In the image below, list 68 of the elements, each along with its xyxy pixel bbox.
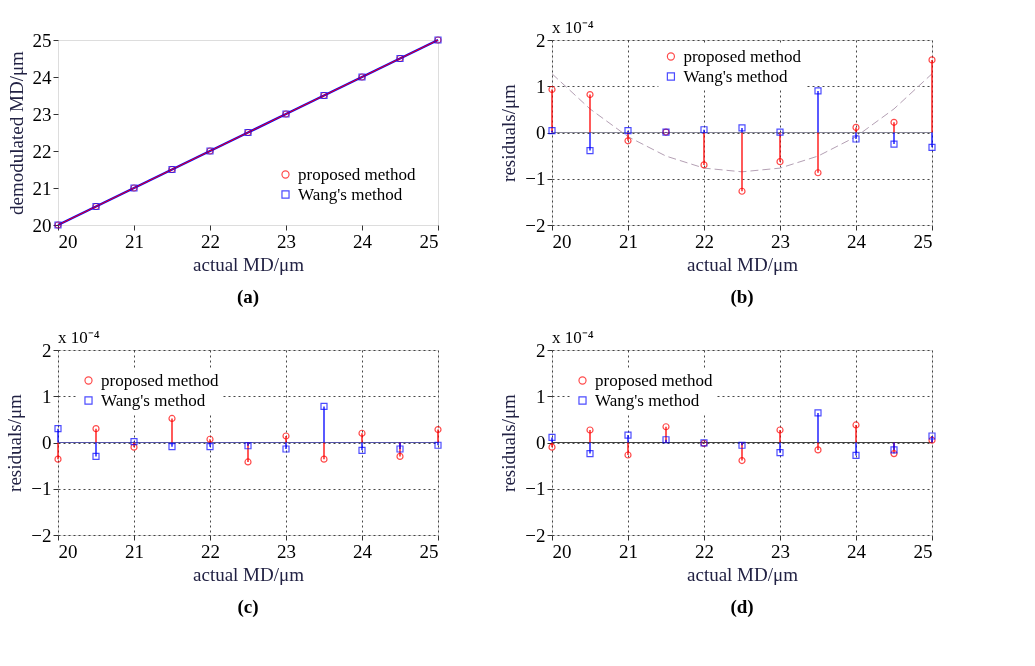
text: (a) bbox=[236, 286, 260, 308]
y-tick-label: 24 bbox=[32, 66, 52, 88]
legend-label: Wang's method bbox=[101, 390, 206, 410]
y-axis-title: residuals/μm bbox=[4, 393, 26, 492]
x-tick-label: 24 bbox=[353, 230, 373, 252]
legend-label: proposed method bbox=[683, 46, 802, 66]
x-tick-label: 23 bbox=[277, 540, 296, 562]
legend-label: proposed method bbox=[101, 370, 220, 390]
y-tick-label: −2 bbox=[31, 524, 52, 546]
x-tick-label: 21 bbox=[125, 540, 144, 562]
legend-label: proposed method bbox=[298, 164, 417, 184]
legend-label: Wang's method bbox=[595, 390, 700, 410]
x-tick-label: 20 bbox=[552, 540, 572, 562]
y-tick-label: 0 bbox=[42, 432, 52, 453]
x-tick-label: 21 bbox=[619, 230, 638, 252]
y-tick-label: 0 bbox=[536, 122, 546, 143]
y-tick-label: 20 bbox=[32, 214, 52, 236]
y-tick-label: 21 bbox=[32, 177, 52, 199]
y-tick-label: 0 bbox=[536, 432, 546, 453]
y-tick-label: −1 bbox=[525, 478, 546, 500]
x-axis-title: actual MD/μm bbox=[193, 253, 305, 275]
y-tick-label: 1 bbox=[536, 75, 546, 97]
x-tick-label: 22 bbox=[201, 540, 220, 562]
y-tick-label: 23 bbox=[32, 103, 52, 125]
x-tick-label: 24 bbox=[847, 540, 867, 562]
x-tick-label: 24 bbox=[847, 230, 867, 252]
y-tick-label: 22 bbox=[32, 140, 52, 162]
x-tick-label: 23 bbox=[771, 540, 790, 562]
y-tick-label: 2 bbox=[536, 29, 546, 51]
text: (d) bbox=[730, 596, 754, 618]
x-axis-title: actual MD/μm bbox=[193, 563, 305, 585]
legend-label: Wang's method bbox=[683, 66, 789, 86]
x-tick-label: 22 bbox=[201, 230, 220, 252]
x-tick-label: 25 bbox=[913, 230, 933, 252]
y-tick-label: 2 bbox=[536, 339, 546, 361]
x-tick-label: 20 bbox=[552, 230, 572, 252]
x-tick-label: 25 bbox=[419, 230, 439, 252]
x-tick-label: 20 bbox=[58, 230, 78, 252]
y-tick-label: 1 bbox=[42, 385, 52, 407]
text: x 10⁻⁴ bbox=[552, 18, 594, 37]
text: x 10⁻⁴ bbox=[58, 328, 100, 347]
x-axis-title: actual MD/μm bbox=[687, 563, 799, 585]
y-tick-label: −2 bbox=[525, 524, 546, 546]
text: (b) bbox=[730, 286, 754, 308]
y-axis-title: residuals/μm bbox=[498, 83, 520, 182]
y-tick-label: 25 bbox=[32, 29, 52, 51]
y-tick-label: 2 bbox=[42, 339, 52, 361]
x-tick-label: 22 bbox=[695, 540, 714, 562]
y-tick-label: −2 bbox=[525, 214, 546, 236]
x-tick-label: 23 bbox=[277, 230, 296, 252]
x-tick-label: 21 bbox=[619, 540, 638, 562]
x-tick-label: 23 bbox=[771, 230, 790, 252]
y-tick-label: −1 bbox=[525, 168, 546, 190]
y-tick-label: −1 bbox=[31, 478, 52, 500]
y-tick-label: 1 bbox=[536, 385, 546, 407]
x-tick-label: 21 bbox=[125, 230, 144, 252]
x-tick-label: 25 bbox=[913, 540, 933, 562]
y-axis-title: residuals/μm bbox=[498, 393, 520, 492]
x-tick-label: 25 bbox=[419, 540, 439, 562]
legend-label: Wang's method bbox=[298, 184, 403, 204]
x-axis-title: actual MD/μm bbox=[687, 253, 799, 275]
text: (c) bbox=[237, 596, 259, 618]
x-tick-label: 20 bbox=[58, 540, 78, 562]
x-tick-label: 22 bbox=[695, 230, 714, 252]
x-tick-label: 24 bbox=[353, 540, 373, 562]
y-axis-title: demodulated MD/μm bbox=[5, 50, 27, 215]
legend-label: proposed method bbox=[595, 370, 714, 390]
text: x 10⁻⁴ bbox=[552, 328, 594, 347]
